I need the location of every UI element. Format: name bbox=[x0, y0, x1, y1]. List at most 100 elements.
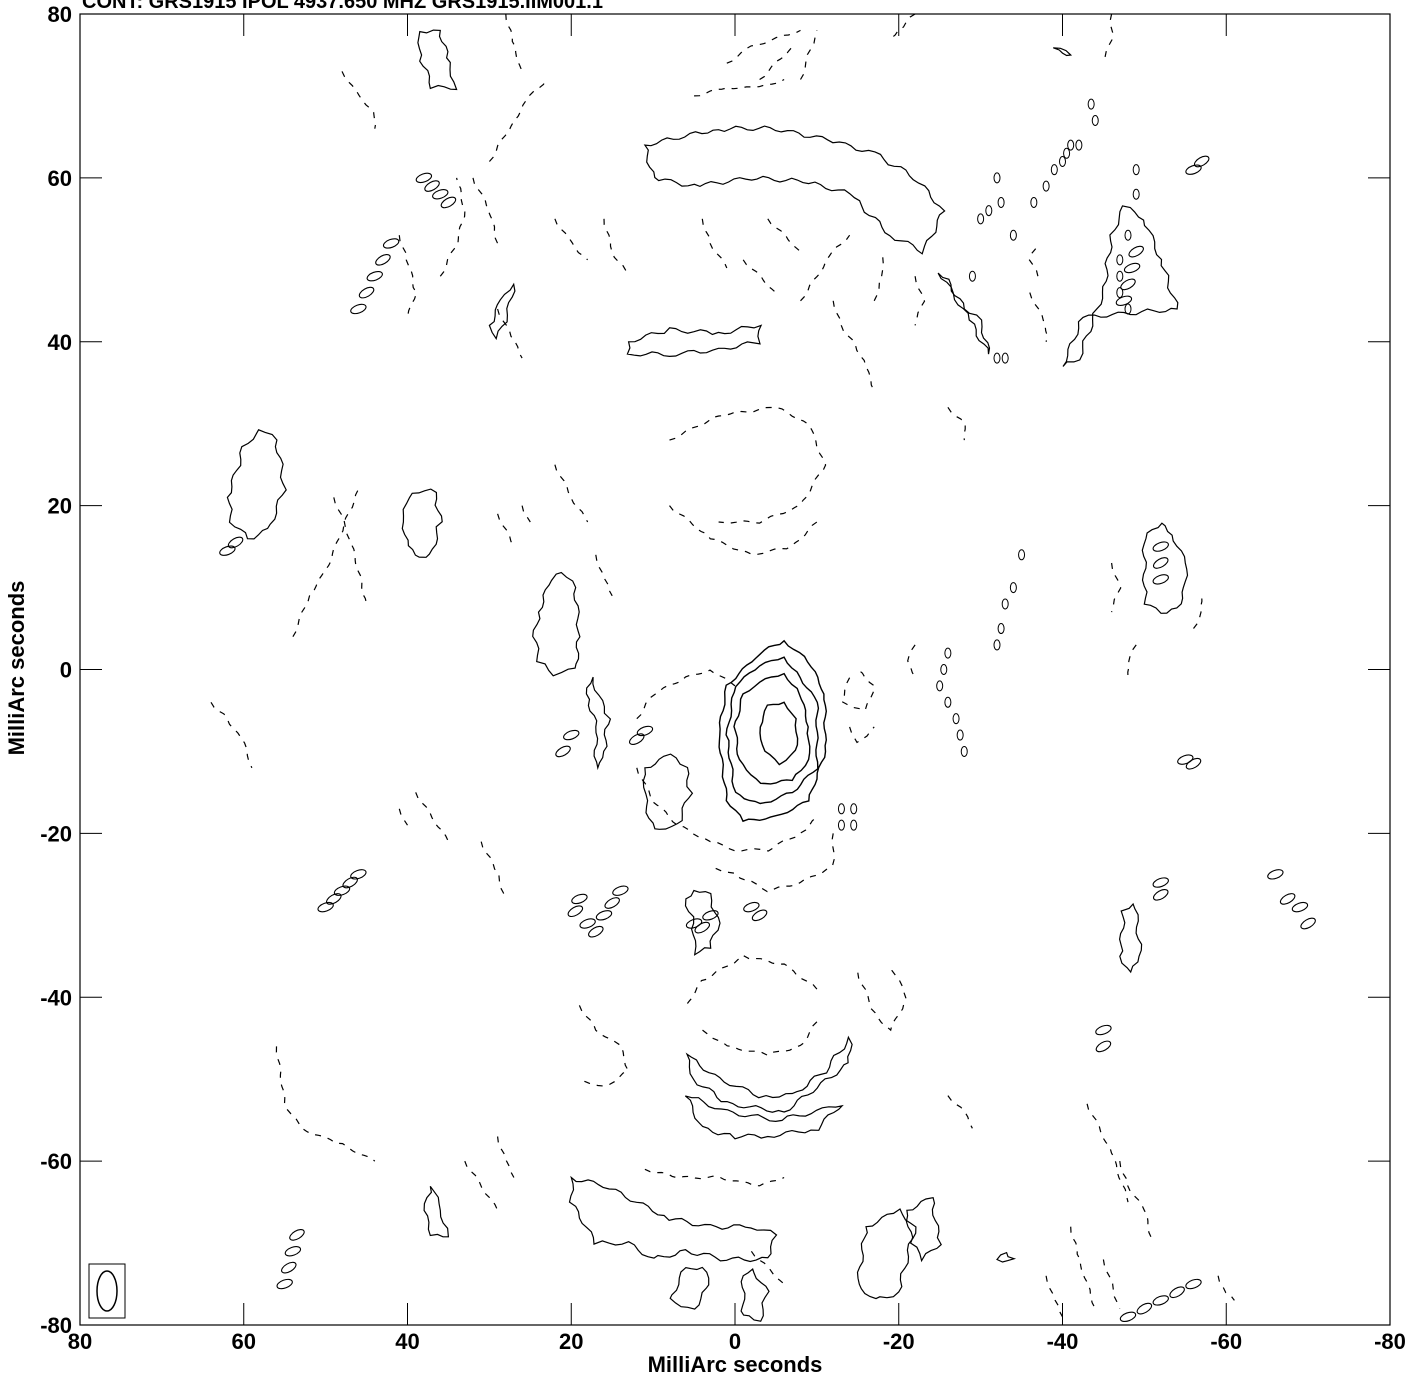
negative-contour bbox=[341, 71, 377, 129]
negative-contour bbox=[849, 726, 875, 744]
noise-blob bbox=[1030, 196, 1038, 208]
x-tick-label: -60 bbox=[1210, 1329, 1242, 1354]
noise-blob bbox=[1059, 155, 1066, 167]
noise-ellipse bbox=[1185, 757, 1202, 770]
negative-contour bbox=[800, 234, 851, 302]
noise-ellipse bbox=[1185, 164, 1202, 175]
negative-contour bbox=[767, 218, 801, 253]
noise-contour bbox=[1053, 47, 1073, 57]
x-tick-label: 0 bbox=[729, 1329, 741, 1354]
noise-ellipse bbox=[281, 1261, 297, 1274]
noise-blob bbox=[993, 172, 1001, 184]
negative-contour bbox=[907, 644, 916, 678]
x-tick-label: -80 bbox=[1374, 1329, 1406, 1354]
noise-blob bbox=[977, 213, 985, 225]
negative-contour bbox=[694, 78, 785, 97]
noise-ellipse bbox=[415, 172, 433, 184]
plot-frame bbox=[79, 13, 1391, 1326]
source-contour bbox=[733, 672, 811, 785]
negative-contour bbox=[472, 177, 499, 244]
noise-blob bbox=[1042, 180, 1050, 192]
noise-ellipse bbox=[440, 196, 457, 209]
noise-contour bbox=[856, 1208, 917, 1300]
noise-ellipse bbox=[350, 303, 367, 315]
noise-ellipse bbox=[1300, 917, 1316, 930]
beam-ellipse bbox=[96, 1270, 118, 1312]
negative-contour bbox=[521, 505, 531, 523]
negative-contour bbox=[210, 701, 253, 769]
noise-blob bbox=[944, 647, 952, 659]
x-tick-label: -40 bbox=[1047, 1329, 1079, 1354]
noise-contour bbox=[740, 1267, 770, 1322]
noise-ellipse bbox=[333, 885, 351, 896]
noise-ellipse bbox=[743, 901, 760, 913]
source-peak-marker bbox=[775, 735, 776, 736]
beam-box bbox=[88, 1263, 126, 1319]
negative-contour bbox=[1028, 243, 1039, 277]
y-tick-label: -80 bbox=[40, 1313, 72, 1338]
axis-ticks bbox=[79, 13, 1391, 1326]
noise-ellipse bbox=[588, 925, 604, 938]
negative-contour bbox=[873, 251, 884, 302]
negative-contour bbox=[840, 669, 875, 711]
noise-contour bbox=[684, 889, 721, 956]
negative-contour bbox=[669, 505, 818, 555]
noise-contour bbox=[642, 753, 694, 830]
noise-blob bbox=[997, 196, 1005, 208]
noise-blob bbox=[850, 803, 858, 815]
noise-ellipse bbox=[342, 876, 358, 889]
negative-contour bbox=[595, 554, 613, 597]
noise-ellipse bbox=[289, 1229, 305, 1241]
x-tick-label: 20 bbox=[559, 1329, 583, 1354]
negative-contour bbox=[759, 46, 793, 81]
negative-contour bbox=[685, 954, 818, 1006]
noise-ellipse bbox=[1152, 877, 1169, 888]
noise-ellipse bbox=[227, 536, 244, 549]
noise-ellipse bbox=[1279, 893, 1296, 905]
noise-contour bbox=[684, 1095, 844, 1140]
noise-ellipse bbox=[1095, 1040, 1112, 1053]
x-axis-label: MilliArc seconds bbox=[648, 1352, 823, 1377]
negative-contour bbox=[669, 406, 827, 524]
noise-ellipse bbox=[366, 271, 383, 282]
negative-contour bbox=[398, 808, 409, 826]
noise-blob bbox=[1124, 229, 1132, 241]
axis-tick-labels: 80 60 40 20 0 -20 -40 -60 -80806040200-20-40-60-… bbox=[40, 2, 1406, 1354]
negative-contour bbox=[1045, 1275, 1064, 1318]
negative-contour bbox=[750, 1250, 785, 1285]
noise-blob bbox=[1116, 270, 1124, 282]
noise-ellipse bbox=[1115, 295, 1133, 306]
noise-ellipse bbox=[432, 189, 449, 200]
negative-contour bbox=[742, 259, 777, 294]
noise-contour bbox=[401, 488, 443, 558]
y-tick-label: 40 bbox=[48, 330, 72, 355]
noise-ellipse bbox=[1152, 557, 1169, 569]
negative-contour bbox=[832, 300, 875, 392]
negative-contour bbox=[488, 79, 548, 162]
noise-blob bbox=[850, 819, 858, 831]
noise-contour bbox=[532, 571, 581, 677]
source-contour bbox=[718, 639, 828, 823]
negative-contour bbox=[726, 29, 801, 64]
negative-contour bbox=[439, 177, 466, 277]
y-tick-label: 80 bbox=[48, 2, 72, 27]
noise-ellipse bbox=[1095, 1024, 1112, 1036]
y-tick-label: -20 bbox=[40, 821, 72, 846]
negative-contour bbox=[914, 276, 926, 326]
noise-blob bbox=[960, 745, 968, 757]
negative-contour bbox=[701, 1021, 818, 1056]
negative-contour bbox=[505, 13, 523, 72]
noise-ellipse bbox=[604, 897, 620, 909]
negative-contour bbox=[1029, 292, 1049, 342]
plot-title: CONT: GRS1915 IPOL 4937.650 MHZ GRS1915.… bbox=[82, 0, 603, 13]
negative-contour bbox=[701, 218, 728, 269]
noise-contour bbox=[585, 676, 612, 771]
negative-contour bbox=[292, 488, 359, 638]
noise-ellipse bbox=[571, 893, 588, 905]
negative-contour bbox=[1193, 595, 1203, 629]
noise-blob bbox=[940, 664, 948, 675]
noise-ellipse bbox=[382, 238, 400, 249]
noise-blob bbox=[1009, 582, 1017, 594]
noise-ellipse bbox=[375, 253, 391, 266]
